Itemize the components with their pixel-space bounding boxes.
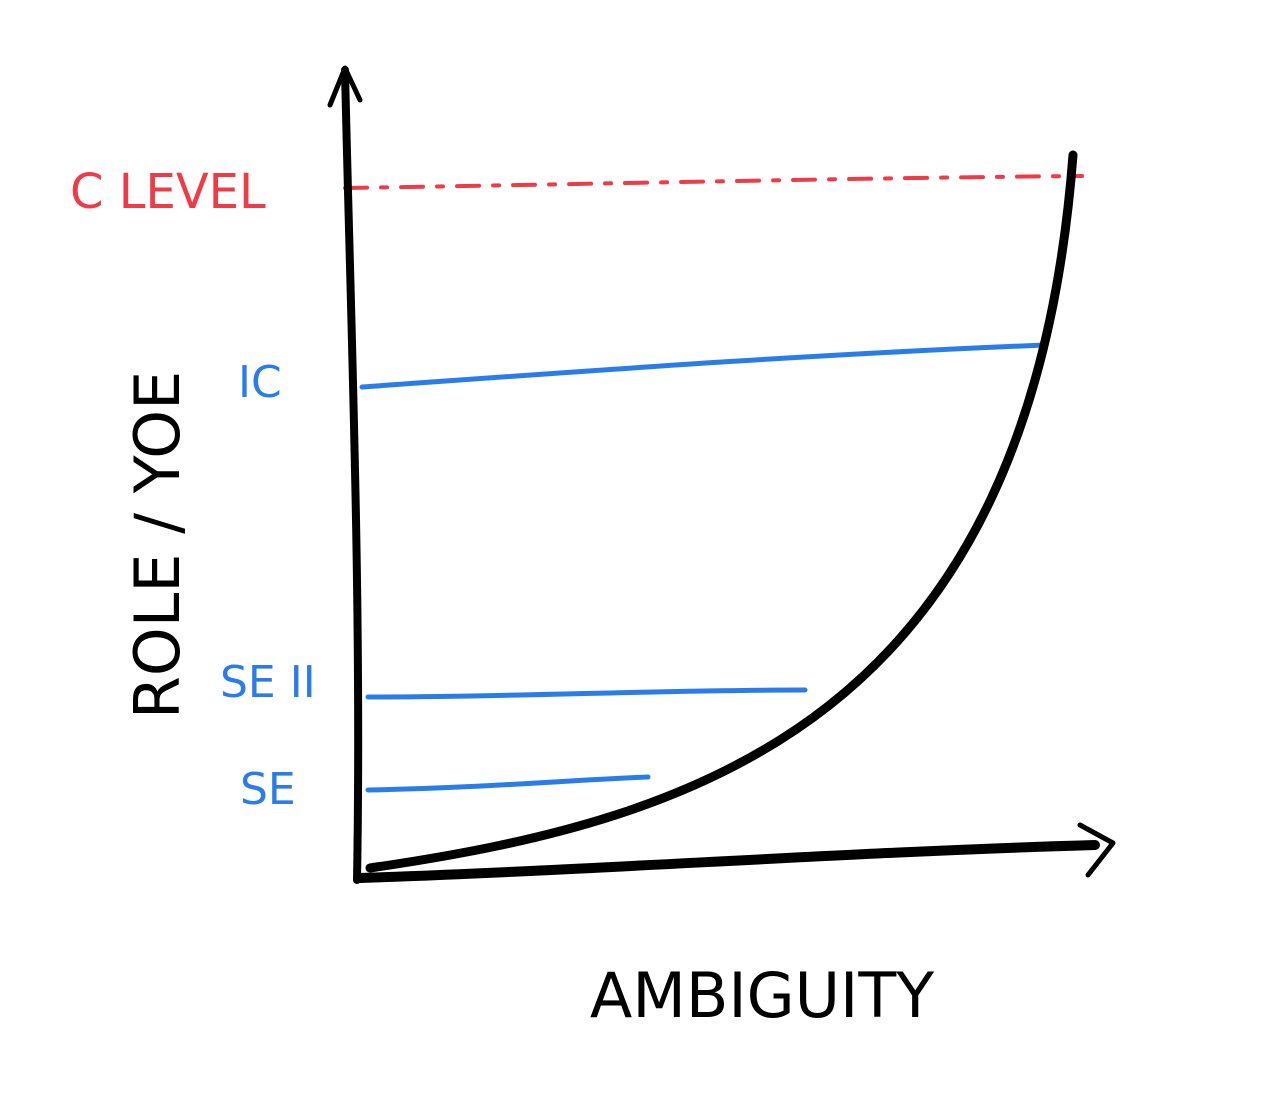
x-arrowhead [1077, 822, 1116, 878]
se-ii-line [365, 687, 808, 700]
y-axis [341, 66, 363, 884]
ic-line [359, 342, 1048, 390]
se-ii-label: SE II [220, 657, 316, 708]
se-label: SE [240, 764, 296, 815]
ic-label: IC [238, 357, 282, 408]
x-axis [355, 840, 1100, 883]
curve [365, 150, 1078, 873]
x-axis-label: AMBIGUITY [590, 959, 934, 1032]
c-level-label: C LEVEL [70, 164, 266, 220]
y-arrowhead [327, 65, 363, 108]
y-axis-label: ROLE / YOE [121, 371, 194, 719]
se-line [365, 774, 651, 793]
c-level-line [343, 174, 1084, 190]
